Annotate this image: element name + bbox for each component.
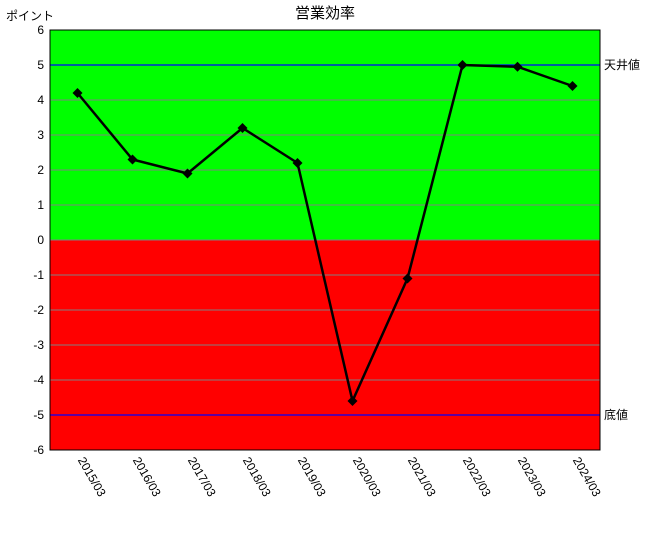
x-tick-label: 2021/03: [405, 455, 439, 500]
x-tick-label: 2022/03: [460, 455, 494, 500]
y-tick-label: 3: [37, 128, 44, 142]
y-tick-label: 1: [37, 198, 44, 212]
reference-line-label: 天井値: [604, 57, 640, 72]
x-tick-label: 2019/03: [295, 455, 329, 500]
y-tick-label: -3: [33, 338, 44, 352]
x-tick-label: 2015/03: [75, 455, 109, 500]
y-tick-label: 6: [37, 23, 44, 37]
x-tick-label: 2023/03: [515, 455, 549, 500]
y-tick-label: 5: [37, 58, 44, 72]
chart-container: -6 -5 -4 -3 -2 -1 0 1 2 3 4 5 6 天井値底値 2015/03 2016/03 20…: [0, 0, 650, 540]
y-tick-label: -1: [33, 268, 44, 282]
x-tick-label: 2020/03: [350, 455, 384, 500]
x-tick-label: 2017/03: [185, 455, 219, 500]
y-tick-label: -6: [33, 443, 44, 457]
y-tick-label: -5: [33, 408, 44, 422]
chart-title: 営業効率: [295, 5, 355, 22]
y-tick-label: -4: [33, 373, 44, 387]
y-tick-label: 2: [37, 163, 44, 177]
y-tick-label: -2: [33, 303, 44, 317]
x-tick-label: 2018/03: [240, 455, 274, 500]
chart-svg: -6 -5 -4 -3 -2 -1 0 1 2 3 4 5 6 天井値底値 2015/03 2016/03 20…: [0, 0, 650, 540]
y-tick-label: 4: [37, 93, 44, 107]
x-tick-label: 2024/03: [570, 455, 604, 500]
reference-line-label: 底値: [604, 407, 628, 422]
y-tick-label: 0: [37, 233, 44, 247]
y-axis-label: ポイント: [6, 9, 54, 23]
x-tick-label: 2016/03: [130, 455, 164, 500]
